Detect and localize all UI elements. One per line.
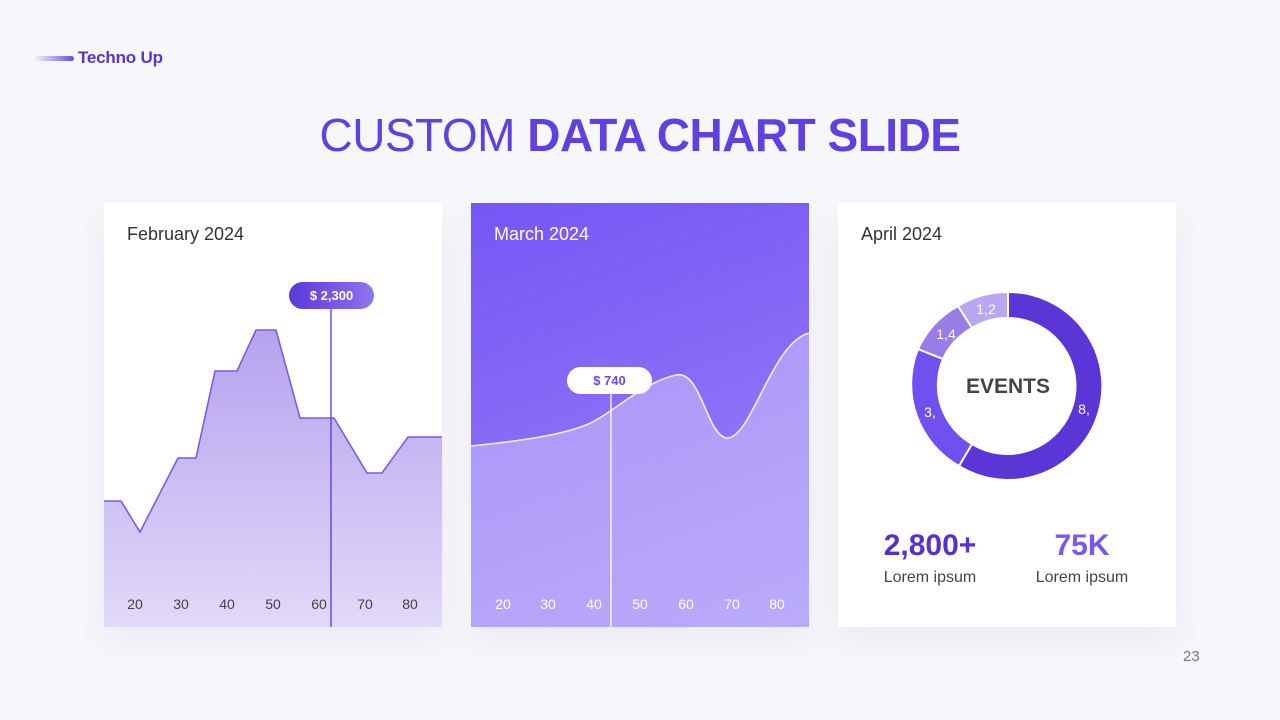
donut-segment — [910, 347, 974, 468]
donut-segment — [957, 290, 1104, 481]
brand-bar-icon — [34, 55, 74, 61]
april-chart-card: April 2024 EVENTS 8, 3, 1,4 1,2 2,800+ L… — [838, 203, 1176, 627]
stat-users: 75K Lorem ipsum — [1012, 529, 1152, 587]
x-tick: 20 — [495, 596, 511, 612]
x-tick: 50 — [265, 596, 281, 612]
february-title: February 2024 — [127, 224, 245, 244]
x-tick: 60 — [678, 596, 694, 612]
donut-center-label: EVENTS — [965, 375, 1051, 398]
brand-name: Techno Up — [78, 48, 163, 67]
segment-label: 1,4 — [936, 326, 956, 342]
brand-logo: Techno Up — [34, 48, 163, 68]
x-tick: 30 — [173, 596, 189, 612]
stat-events: 2,800+ Lorem ipsum — [860, 529, 1000, 587]
stat-label: Lorem ipsum — [883, 569, 977, 586]
title-light: CUSTOM — [319, 109, 515, 161]
segment-label: 8, — [1078, 401, 1090, 417]
segment-label: 1,2 — [976, 301, 996, 317]
march-title: March 2024 — [494, 224, 590, 244]
segment-label: 3, — [924, 404, 936, 420]
february-tooltip: $ 2,300 — [289, 282, 374, 309]
x-tick: 60 — [311, 596, 327, 612]
x-tick: 80 — [769, 596, 785, 612]
slide-title: CUSTOM DATA CHART SLIDE — [0, 108, 1280, 162]
february-chart-card: February 2024 $ 2,300 20 30 40 50 60 70 … — [104, 203, 442, 627]
april-title: April 2024 — [861, 224, 943, 244]
stat-value: 75K — [1054, 529, 1110, 562]
february-area-chart — [104, 308, 442, 627]
march-tooltip: $ 740 — [567, 367, 652, 394]
x-tick: 80 — [402, 596, 418, 612]
march-area-chart — [471, 332, 809, 627]
x-tick: 50 — [632, 596, 648, 612]
stat-label: Lorem ipsum — [1035, 569, 1129, 586]
stat-value: 2,800+ — [883, 529, 977, 562]
april-donut-chart — [910, 290, 1104, 481]
page-number: 23 — [1183, 648, 1200, 665]
x-tick: 70 — [724, 596, 740, 612]
x-tick: 30 — [540, 596, 556, 612]
march-chart-card: March 2024 $ 740 20 30 40 50 60 70 80 — [471, 203, 809, 627]
x-tick: 40 — [586, 596, 602, 612]
x-tick: 70 — [357, 596, 373, 612]
x-tick: 20 — [127, 596, 143, 612]
x-tick: 40 — [219, 596, 235, 612]
title-bold: DATA CHART SLIDE — [527, 109, 961, 161]
donut-segment — [956, 290, 1009, 330]
